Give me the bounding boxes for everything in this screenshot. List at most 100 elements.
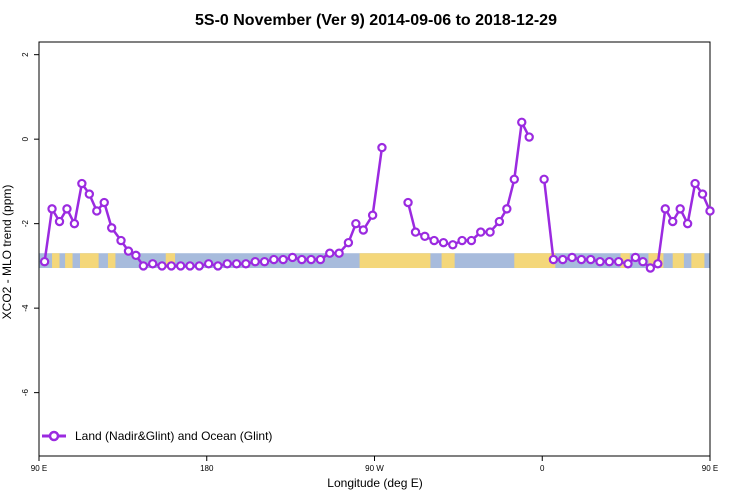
data-point [147,259,158,269]
data-point [241,259,251,269]
data-point [476,227,486,237]
data-point [697,189,708,199]
land-patch [165,253,176,269]
y-tick-label: -6 [21,389,30,397]
plot-frame [38,41,711,457]
data-point [668,216,678,227]
x-tick-label: 90 W [365,464,384,473]
data-point [524,132,534,142]
data-point [250,256,260,267]
data-point [576,254,587,265]
data-point [539,174,549,184]
land-patch [514,253,556,269]
data-point [278,254,288,265]
y-tick-label: 0 [21,136,30,141]
data-point [315,254,326,265]
data-point [325,248,335,258]
data-point [429,235,439,246]
data-point [705,206,715,216]
data-point [466,235,477,246]
legend-label: Land (Nadir&Glint) and Ocean (Glint) [75,429,272,443]
data-point [494,216,505,227]
data-point [306,254,316,265]
data-point [638,256,648,267]
data-point [39,256,50,267]
data-point [457,235,467,246]
data-point [123,246,134,256]
land-patch [691,253,705,269]
chart-title: 5S-0 November (Ver 9) 2014-09-06 to 2018… [195,12,557,29]
data-point [194,261,204,271]
data-point [106,223,117,233]
data-point [259,256,270,267]
x-tick-label: 180 [200,464,214,473]
land-patch [65,253,73,269]
data-point [138,261,149,271]
y-axis: 2 0 -2 -4 -6 [21,52,39,396]
data-point [586,254,596,265]
y-tick-label: 2 [21,52,30,57]
land-patch [52,253,60,269]
data-point [438,237,449,248]
data-point [420,231,430,242]
data-point [269,254,279,265]
data-point [517,117,527,127]
data-point [166,261,177,271]
data-point [358,225,369,235]
data-point [231,259,242,269]
data-point [297,254,307,265]
data-point [62,204,72,214]
data-point [203,259,214,269]
land-patch [441,253,455,269]
data-point [410,227,421,237]
data-point [185,261,195,271]
y-tick-label: -2 [21,220,30,228]
data-point [213,261,223,271]
data-point [448,240,458,250]
data-point [351,218,361,229]
x-tick-label: 90 E [31,464,47,473]
x-tick-label: 0 [540,464,545,473]
x-axis-label: Longitude (deg E) [327,476,422,490]
data-point [682,218,693,229]
y-tick-label: -4 [21,304,30,312]
data-point [509,174,519,184]
legend: Land (Nadir&Glint) and Ocean (Glint) [42,429,272,443]
data-point [99,197,109,208]
data-point [84,189,95,199]
data-point [604,256,615,267]
data-point [47,204,57,214]
data-point [175,261,186,271]
data-point [485,227,495,237]
data-point [92,206,102,216]
x-tick-label: 90 E [702,464,718,473]
data-point [69,218,80,229]
series-line [43,147,384,268]
data-point [548,254,559,265]
land-patch [359,253,431,269]
data-point [131,250,141,261]
data-point [558,254,568,265]
data-point [502,204,512,214]
data-point [690,178,700,189]
data-point [343,237,354,248]
x-axis: 90 E 180 90 W 0 90 E [31,456,718,473]
data-point [287,252,298,263]
data-point [645,263,656,273]
series-land-ocean [39,117,715,273]
data-point [377,142,387,153]
data-point [567,252,577,263]
data-point [595,256,605,267]
data-point [222,259,232,269]
data-point [157,261,167,271]
data-point [675,204,685,214]
legend-marker [48,430,60,442]
data-point [77,178,87,189]
y-axis-label: XCO2 - MLO trend (ppm) [0,185,14,320]
data-point [403,197,413,208]
data-point [630,252,641,263]
land-patch [107,253,116,269]
data-point [334,248,344,258]
data-point [116,235,126,246]
data-point [660,204,670,214]
